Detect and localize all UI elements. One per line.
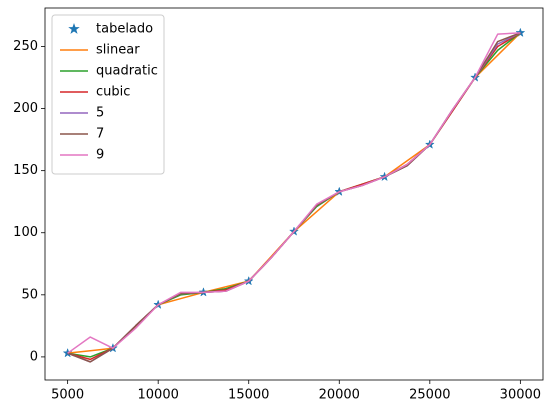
marker: [515, 27, 526, 38]
y-tick-label: 200: [13, 101, 38, 116]
x-tick-label: 5000: [51, 388, 84, 403]
legend-label: tabelado: [96, 22, 153, 37]
x-tick-label: 20000: [319, 388, 360, 403]
x-tick-label: 25000: [409, 388, 450, 403]
y-tick-label: 150: [13, 163, 38, 178]
y-tick-label: 250: [13, 39, 38, 54]
legend-label: 5: [96, 106, 104, 121]
y-tick-label: 0: [30, 349, 38, 364]
x-tick-label: 30000: [500, 388, 541, 403]
legend-label: cubic: [96, 85, 130, 100]
series-line: [67, 32, 521, 354]
y-tick-label: 50: [21, 287, 38, 302]
legend-label: slinear: [96, 43, 140, 58]
legend-marker: [68, 22, 80, 34]
x-tick-label: 10000: [138, 388, 179, 403]
legend-label: quadratic: [96, 64, 158, 79]
y-tick-label: 100: [13, 225, 38, 240]
x-tick-label: 15000: [228, 388, 269, 403]
plot-frame: [44, 7, 544, 381]
legend-label: 7: [96, 127, 104, 142]
legend-label: 9: [96, 148, 104, 163]
